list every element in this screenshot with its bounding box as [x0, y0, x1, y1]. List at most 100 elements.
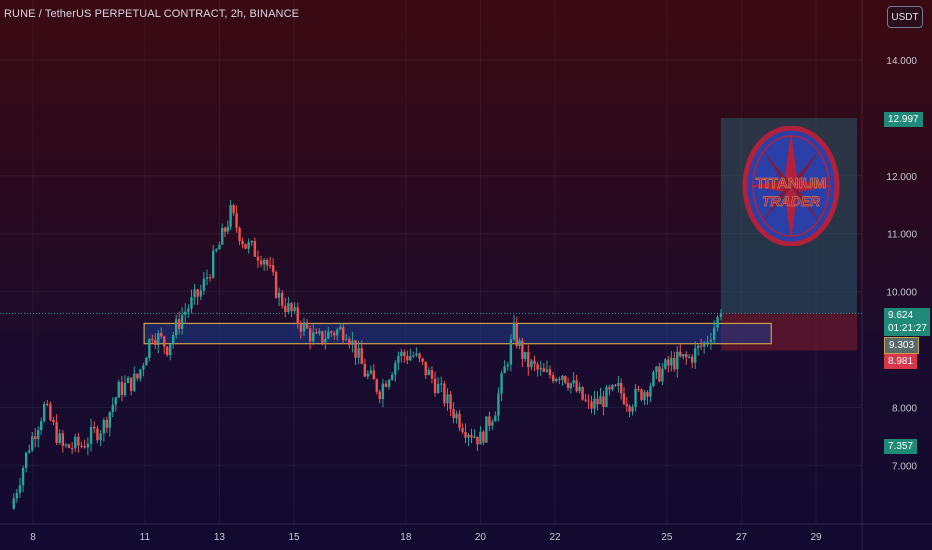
candle-body: [688, 356, 691, 358]
candle-body: [558, 378, 561, 380]
candle-body: [381, 383, 385, 400]
candle-body: [277, 292, 281, 298]
candle-body: [241, 240, 244, 244]
candle-body: [539, 368, 542, 370]
y-tick-label: 12.000: [886, 172, 917, 183]
candle-body: [596, 398, 599, 405]
candle-body: [542, 368, 546, 372]
candle-body: [46, 403, 49, 405]
candle-body: [545, 369, 549, 372]
x-tick-label: 20: [475, 532, 487, 543]
candle-body: [643, 392, 646, 400]
candle-body: [458, 413, 461, 428]
candle-body: [605, 387, 608, 407]
candle-body: [409, 356, 412, 361]
candle-body: [202, 278, 206, 291]
candle-body: [649, 385, 652, 397]
candlesticks: [12, 199, 723, 510]
candle-body: [111, 404, 114, 413]
x-tick-label: 15: [288, 532, 300, 543]
candle-body: [70, 447, 74, 449]
candle-body: [55, 422, 58, 443]
titanium-trader-logo: TITANIUM TRADER: [741, 125, 841, 247]
y-tick-label: 10.000: [886, 288, 917, 299]
currency-unit-button[interactable]: USDT: [887, 6, 923, 28]
candle-body: [229, 205, 232, 227]
candle-body: [470, 435, 473, 438]
candle-body: [336, 329, 339, 336]
candle-body: [354, 340, 357, 358]
candle-body: [415, 353, 418, 356]
candle-body: [31, 436, 34, 451]
support-zone[interactable]: [143, 322, 772, 345]
candle-body: [67, 444, 71, 448]
x-tick-label: 27: [736, 532, 748, 543]
candle-body: [572, 380, 575, 384]
x-tick-label: 18: [400, 532, 412, 543]
candle-body: [250, 241, 253, 243]
candle-body: [221, 228, 224, 245]
candle-body: [443, 383, 446, 404]
candle-body: [682, 354, 685, 357]
candle-body: [375, 379, 378, 392]
candle-body: [58, 433, 61, 443]
candle-body: [24, 452, 28, 469]
candle-body: [223, 228, 227, 232]
candle-body: [12, 498, 15, 509]
candle-body: [384, 383, 388, 387]
candle-body: [628, 406, 631, 412]
candle-body: [193, 289, 196, 298]
candle-body: [259, 260, 263, 265]
candle-body: [366, 373, 370, 377]
logo-text-line2: TRADER: [762, 193, 821, 209]
candle-body: [123, 382, 127, 396]
candle-body: [476, 436, 479, 445]
candle-body: [80, 445, 83, 447]
candle-body: [673, 358, 676, 370]
candle-body: [702, 342, 706, 347]
candle-body: [378, 391, 381, 400]
candle-body: [345, 339, 348, 341]
candle-body: [330, 331, 333, 333]
candle-body: [308, 328, 312, 342]
support-zone-rect: [143, 322, 772, 345]
candle-body: [284, 305, 287, 313]
candle-body: [611, 385, 614, 390]
candle-body: [564, 375, 567, 383]
candle-body: [187, 308, 190, 312]
candle-body: [171, 335, 175, 345]
candle-body: [614, 385, 617, 387]
candle-body: [427, 370, 431, 376]
candle-body: [587, 400, 590, 402]
x-tick-label: 11: [140, 532, 151, 543]
candle-body: [154, 340, 157, 345]
candle-body: [77, 436, 80, 446]
candle-body: [83, 446, 86, 448]
candle-body: [315, 332, 318, 334]
y-axis: 14.000 12.000 11.000 10.000 8.000 7.000: [886, 56, 917, 472]
candle-body: [685, 354, 688, 358]
entry-price-badge: 9.303: [884, 337, 920, 354]
candle-body: [372, 370, 375, 380]
candle-body: [390, 374, 394, 380]
y-tick-label: 14.000: [886, 56, 917, 67]
candle-body: [412, 355, 415, 357]
candle-body: [52, 419, 55, 423]
candle-body: [129, 377, 133, 391]
candle-body: [40, 421, 43, 431]
candle-body: [716, 316, 719, 328]
candle-body: [548, 369, 552, 376]
candle-body: [676, 351, 679, 370]
candle-body: [555, 378, 558, 382]
current-price-value: 9.624: [888, 310, 914, 321]
candle-body: [625, 404, 628, 407]
grid: [0, 0, 862, 524]
candle-body: [15, 492, 19, 499]
candle-body: [485, 416, 488, 443]
candle-body: [244, 243, 247, 249]
candle-body: [536, 364, 539, 370]
candle-body: [436, 384, 440, 394]
candle-body: [327, 331, 330, 339]
candle-body: [433, 378, 437, 394]
